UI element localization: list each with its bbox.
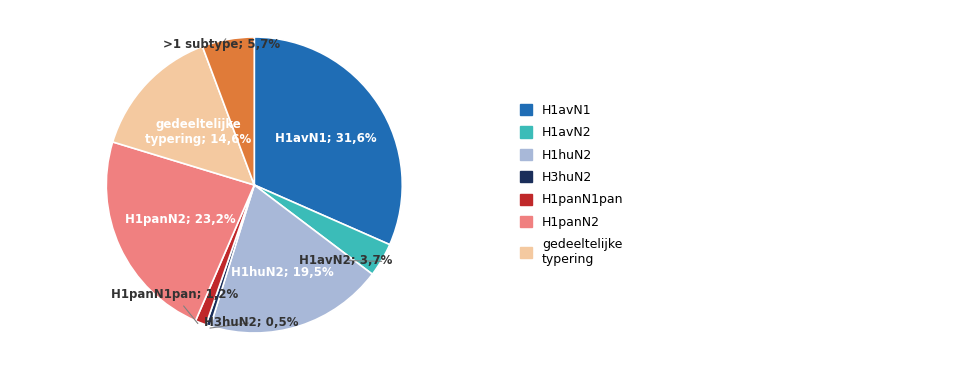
Text: H3huN2; 0,5%: H3huN2; 0,5% — [204, 316, 298, 329]
Wedge shape — [206, 185, 254, 326]
Wedge shape — [254, 37, 402, 245]
Wedge shape — [202, 37, 254, 185]
Text: gedeeltelijke
typering; 14,6%: gedeeltelijke typering; 14,6% — [145, 118, 251, 146]
Legend: H1avN1, H1avN2, H1huN2, H3huN2, H1panN1pan, H1panN2, gedeeltelijke
typering: H1avN1, H1avN2, H1huN2, H3huN2, H1panN1p… — [519, 104, 623, 266]
Wedge shape — [195, 185, 254, 325]
Wedge shape — [210, 185, 372, 333]
Text: H1avN2; 3,7%: H1avN2; 3,7% — [299, 254, 393, 267]
Text: H1panN2; 23,2%: H1panN2; 23,2% — [125, 213, 235, 226]
Text: >1 subtype; 5,7%: >1 subtype; 5,7% — [163, 38, 280, 51]
Wedge shape — [112, 46, 254, 185]
Text: H1avN1; 31,6%: H1avN1; 31,6% — [276, 132, 376, 145]
Text: H1huN2; 19,5%: H1huN2; 19,5% — [231, 266, 333, 279]
Wedge shape — [254, 185, 390, 274]
Wedge shape — [106, 142, 254, 321]
Text: H1panN1pan; 1,2%: H1panN1pan; 1,2% — [110, 288, 237, 323]
